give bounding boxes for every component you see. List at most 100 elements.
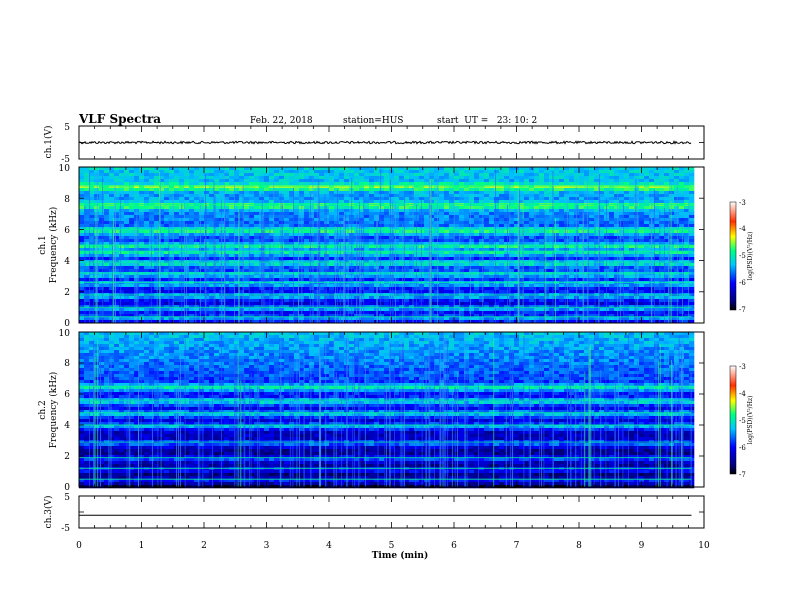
ch1-spectrogram-cell — [519, 185, 525, 189]
ch1-spectrogram-cell — [319, 248, 325, 252]
ch1-spectrogram-cell — [649, 191, 655, 195]
ch1-spectrogram-cell — [624, 176, 630, 180]
ch1-spectrogram-cell — [154, 221, 160, 225]
ch1-spectrogram-cell — [84, 284, 90, 288]
ch1-spectrogram-cell — [204, 176, 210, 180]
ch1-spectrogram-cell — [129, 170, 135, 174]
ch1-spectrogram-cell — [364, 170, 370, 174]
ch1-spectrogram-cell — [324, 233, 330, 237]
ch1-spectrogram-cell — [464, 263, 470, 267]
ch1-spectrogram-cell — [619, 233, 625, 237]
ch1-spectrogram-cell — [464, 233, 470, 237]
ch1-spectrogram-cell — [454, 227, 460, 231]
ch1-spectrogram-cell — [254, 167, 260, 171]
ch1-spectrogram-cell — [199, 245, 205, 249]
ch1-spectrogram-cell — [194, 233, 200, 237]
ch1-spectrogram-cell — [679, 200, 685, 204]
ch1-spectrogram-cell — [499, 200, 505, 204]
ch1-spectrogram-cell — [634, 209, 640, 213]
ch1-spectrogram-cell — [174, 251, 180, 255]
ch1-spectrogram-cell — [304, 206, 310, 210]
ch1-spectrogram-cell — [314, 254, 320, 258]
ch1-spectrogram-cell — [434, 182, 440, 186]
ch1-spectrogram-cell — [624, 227, 630, 231]
ch1-spectrogram-cell — [644, 215, 650, 219]
ch1-spectrogram-cell — [264, 185, 270, 189]
ch1-spectrogram-cell — [269, 197, 275, 201]
ch1-spectrogram-cell — [449, 263, 455, 267]
ch1-spectrogram-cell — [289, 269, 295, 273]
ch1-spectrogram-cell — [524, 254, 530, 258]
ch1-spectrogram-cell — [384, 194, 390, 198]
ch1-spectrogram-cell — [159, 206, 165, 210]
ch1-spectrogram-cell — [344, 269, 350, 273]
ch1-spectrogram-cell — [644, 176, 650, 180]
ch1-spectrogram-cell — [439, 206, 445, 210]
ch1-spectrogram-cell — [424, 176, 430, 180]
ch1-spectrogram-cell — [644, 188, 650, 192]
ch1-spectrogram-cell — [174, 206, 180, 210]
ch1-spectrogram-cell — [559, 185, 565, 189]
ch1-spectrogram-cell — [624, 278, 630, 282]
ch1-spectrogram-cell — [294, 236, 300, 240]
ch1-spectrogram-cell — [459, 176, 465, 180]
ch1-spectrogram-cell — [334, 248, 340, 252]
ch1-spectrogram-cell — [279, 236, 285, 240]
ch1-spectrogram-cell — [279, 254, 285, 258]
ch1-spectrogram-cell — [164, 212, 170, 216]
ch1-spectrogram-cell — [159, 278, 165, 282]
ch1-spectrogram-cell — [404, 224, 410, 228]
ch1-spectrogram-cell — [454, 185, 460, 189]
ch1-spectrogram-cell — [119, 284, 125, 288]
ch1-spectrogram-cell — [144, 257, 150, 261]
ch1-spectrogram-cell — [284, 206, 290, 210]
ch1-spectrogram-cell — [564, 263, 570, 267]
ch1-spectrogram-cell — [524, 230, 530, 234]
ch1-spectrogram-cell — [399, 266, 405, 270]
ch1-spectrogram-cell — [444, 239, 450, 243]
ch1-spectrogram-cell — [514, 179, 520, 183]
ch1-spectrogram-cell — [454, 254, 460, 258]
ch1-spectrogram-cell — [579, 269, 585, 273]
ch1-spectrogram-cell — [114, 242, 120, 246]
ch1-spectrogram-cell — [174, 257, 180, 261]
ch1-spectrogram-cell — [204, 257, 210, 261]
ch1-spectrogram-cell — [289, 173, 295, 177]
ch1-spectrogram-cell — [344, 239, 350, 243]
ch1-spectrogram-cell — [404, 191, 410, 195]
ch1-spectrogram-cell — [264, 197, 270, 201]
ch1-spectrogram-cell — [119, 200, 125, 204]
ch1-spectrogram-cell — [464, 182, 470, 186]
ch1-spectrogram-cell — [119, 206, 125, 210]
ch1-spectrogram-cell — [499, 167, 505, 171]
ch1-spectrogram-cell — [689, 191, 695, 195]
ch1-spectrogram-cell — [199, 185, 205, 189]
ch1-spectrogram-cell — [244, 224, 250, 228]
ch1-spectrogram-cell — [539, 269, 545, 273]
ch1-spectrogram-cell — [374, 188, 380, 192]
ch1-spectrogram-cell — [439, 266, 445, 270]
ch1-spectrogram-cell — [339, 257, 345, 261]
ch1-spectrogram-cell — [209, 176, 215, 180]
ch1-spectrogram-cell — [189, 227, 195, 231]
ch1-spectrogram-cell — [394, 278, 400, 282]
ch1-spectrogram-cell — [264, 176, 270, 180]
ch1-spectrogram-cell — [444, 185, 450, 189]
ch1-spectrogram-cell — [274, 242, 280, 246]
ch1-spectrogram-cell — [624, 212, 630, 216]
ch1-spectrogram-cell — [409, 200, 415, 204]
ch1-spectrogram-cell — [654, 257, 660, 261]
ch1-spectrogram-cell — [474, 215, 480, 219]
ch1-spectrogram-cell — [619, 239, 625, 243]
ch1-spectrogram-cell — [439, 182, 445, 186]
ch1-spectrogram-cell — [144, 167, 150, 171]
ch1-spectrogram-cell — [174, 248, 180, 252]
ch1-spectrogram-cell — [674, 212, 680, 216]
ch1-spectrogram-cell — [424, 239, 430, 243]
ch1-spectrogram-cell — [639, 191, 645, 195]
ch1-spectrogram-cell — [399, 227, 405, 231]
ch1-spectrogram-cell — [359, 191, 365, 195]
ch1-spectrogram-cell — [404, 170, 410, 174]
ch1-spectrogram-cell — [89, 179, 95, 183]
ch1-spectrogram-cell — [544, 221, 550, 225]
